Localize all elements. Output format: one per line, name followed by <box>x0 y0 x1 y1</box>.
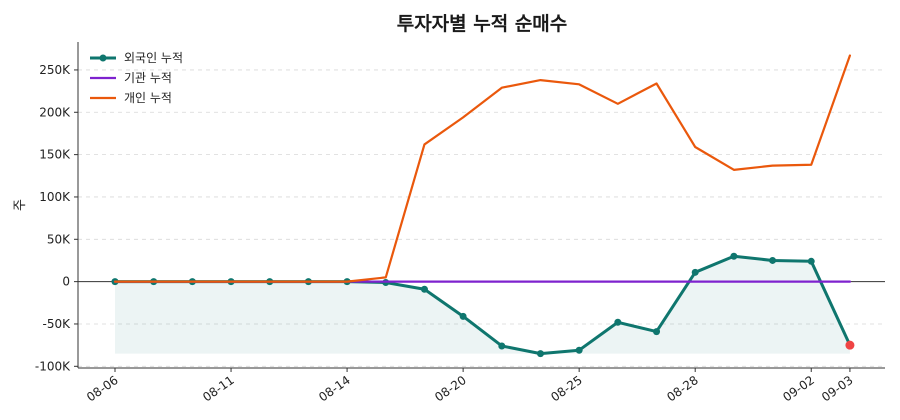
data-point <box>420 285 428 293</box>
last-data-point <box>845 340 855 350</box>
y-axis-label: 주 <box>13 199 28 211</box>
grid-lines <box>78 69 885 367</box>
y-tick-label: 250K <box>39 63 71 77</box>
x-tick-label: 08-14 <box>316 373 353 404</box>
data-point <box>614 318 622 326</box>
y-tick-label: -50K <box>43 317 72 331</box>
chart-title: 투자자별 누적 순매수 <box>397 13 568 35</box>
x-tick-label: 09-02 <box>780 373 817 404</box>
data-point <box>769 256 777 264</box>
y-tick-label: 50K <box>47 232 71 246</box>
legend-label: 외국인 누적 <box>124 51 183 65</box>
x-tick-label: 08-25 <box>548 373 585 404</box>
x-tick-label: 08-11 <box>200 373 237 404</box>
data-point <box>730 252 738 260</box>
legend-label: 기관 누적 <box>124 71 172 85</box>
series-layer <box>111 54 855 358</box>
y-axis-ticks: -100K -50K 0 50K 100K 150K 200K 250K <box>35 63 78 373</box>
y-tick-label: 150K <box>39 148 71 162</box>
data-point <box>807 257 815 265</box>
data-point <box>653 328 661 336</box>
x-tick-label: 09-03 <box>819 373 856 404</box>
x-tick-label: 08-20 <box>432 373 469 404</box>
series-fill-area <box>115 256 850 354</box>
data-point <box>536 350 544 358</box>
y-tick-label: 0 <box>62 275 70 289</box>
data-point <box>691 268 699 276</box>
legend-label: 개인 누적 <box>124 91 172 105</box>
data-point <box>575 346 583 354</box>
y-tick-label: 100K <box>39 190 71 204</box>
x-axis-ticks: 08-06 08-11 08-14 08-20 08-25 08-28 09-02 09-03 <box>84 368 856 404</box>
x-tick-label: 08-28 <box>664 373 701 404</box>
data-point <box>459 312 467 320</box>
data-point <box>498 342 506 350</box>
x-tick-label: 08-06 <box>84 373 121 404</box>
series-line <box>113 54 852 283</box>
y-tick-label: -100K <box>35 359 71 373</box>
y-tick-label: 200K <box>39 105 71 119</box>
legend-marker <box>99 54 107 62</box>
